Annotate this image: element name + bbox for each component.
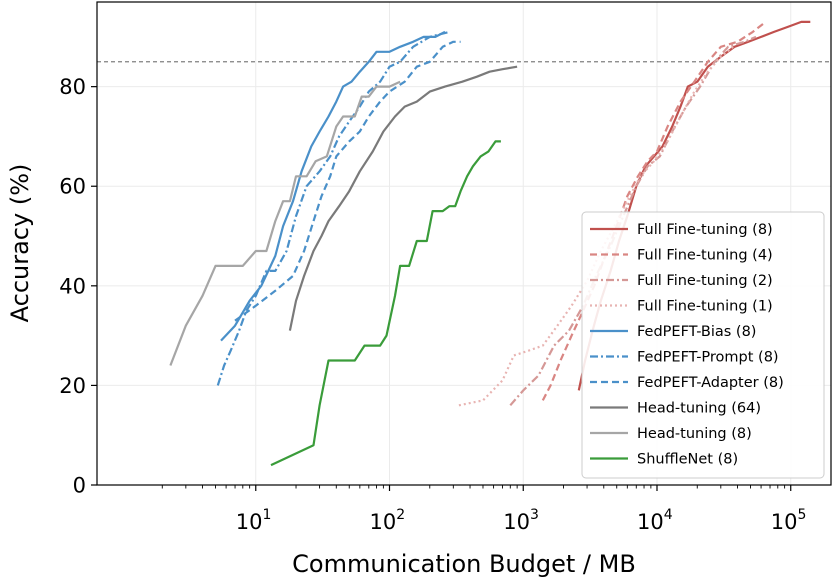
x-tick-label-0: 101 <box>236 507 272 534</box>
legend-box <box>581 211 825 479</box>
y-tick-label-4: 80 <box>59 75 86 99</box>
y-tick-label-1: 20 <box>59 374 86 398</box>
y-tick-label-2: 40 <box>59 274 86 298</box>
legend-label-9: ShuffleNet (8) <box>637 452 738 468</box>
y-tick-label-3: 60 <box>59 175 86 199</box>
legend: Full Fine-tuning (8) Full Fine-tuning (4)… <box>581 211 825 479</box>
x-tick-label-1: 102 <box>370 507 406 534</box>
series-line-7 <box>288 65 518 331</box>
legend-label-4: FedPEFT-Bias (8) <box>637 324 756 340</box>
plot-area-frame <box>96 1 832 486</box>
y-tick-label-0: 0 <box>73 474 86 498</box>
series-line-2 <box>509 35 757 407</box>
series-line-8 <box>169 80 401 366</box>
legend-label-6: FedPEFT-Adapter (8) <box>637 375 784 391</box>
legend-label-5: FedPEFT-Prompt (8) <box>637 350 779 366</box>
legend-label-3: Full Fine-tuning (1) <box>637 299 773 315</box>
legend-label-7: Head-tuning (64) <box>637 401 761 417</box>
x-tick-label-3: 104 <box>637 507 673 534</box>
legend-label-8: Head-tuning (8) <box>637 426 752 442</box>
series-line-6 <box>234 40 461 322</box>
y-axis-label: Accuracy (%) <box>6 164 34 323</box>
legend-label-1: Full Fine-tuning (4) <box>637 248 773 264</box>
y-axis-ticks: 0 20 40 60 80 <box>59 75 97 498</box>
x-tick-label-4: 105 <box>771 507 807 534</box>
series-line-5 <box>216 30 450 386</box>
legend-label-0: Full Fine-tuning (8) <box>637 222 773 238</box>
x-axis-ticks: 101 102 103 104 105 <box>161 485 807 534</box>
legend-label-2: Full Fine-tuning (2) <box>637 273 773 289</box>
series-line-4 <box>220 30 446 342</box>
x-axis-label: Communication Budget / MB <box>292 550 636 578</box>
series-line-9 <box>270 140 501 467</box>
x-tick-label-2: 103 <box>503 507 539 534</box>
